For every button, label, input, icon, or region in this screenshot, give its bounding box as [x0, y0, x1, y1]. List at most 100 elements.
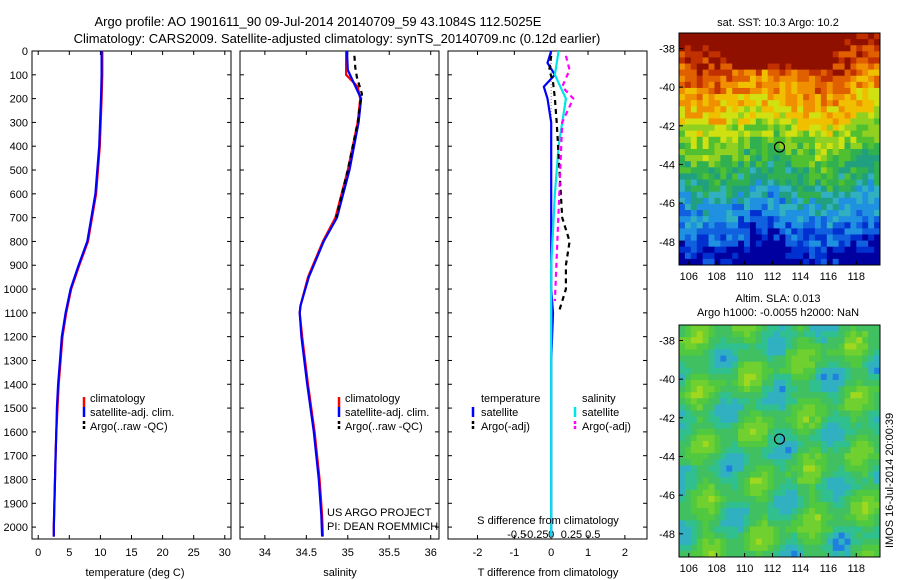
map-cell: [761, 508, 769, 515]
map-cell: [749, 246, 757, 254]
map-cell: [690, 550, 698, 558]
map-cell: [708, 142, 715, 150]
map-cell: [844, 228, 851, 235]
map-cell: [868, 544, 875, 552]
map-cell: [738, 81, 745, 89]
map-cell: [732, 373, 739, 381]
map-cell: [832, 379, 840, 387]
map-cell: [779, 416, 786, 424]
map-cell: [696, 483, 704, 491]
map-cell: [797, 136, 804, 144]
map-cell: [684, 161, 692, 168]
map-cell: [773, 495, 780, 503]
map-cell: [814, 179, 822, 187]
map-cell: [779, 526, 786, 534]
map-cell: [684, 179, 692, 187]
map-cell: [785, 179, 792, 187]
map-cell: [702, 161, 710, 168]
map-cell: [850, 216, 857, 223]
map-cell: [684, 185, 692, 193]
map-cell: [702, 94, 710, 101]
map-cell: [862, 343, 869, 350]
map-cell: [779, 508, 786, 515]
map-cell: [814, 453, 822, 460]
map-cell: [820, 191, 828, 199]
map-cell: [868, 252, 875, 260]
map-cell: [785, 386, 792, 393]
map-cell: [738, 136, 745, 144]
map-cell: [702, 520, 710, 527]
map-cell: [820, 544, 828, 552]
map-cell: [726, 87, 733, 95]
map-cell: [755, 94, 763, 101]
map-cell: [838, 386, 846, 393]
map-cell: [850, 161, 857, 168]
map-cell: [814, 51, 822, 58]
map-cell: [814, 246, 822, 254]
map-cell: [732, 203, 739, 211]
map-cell: [803, 544, 810, 552]
map-cell: [749, 124, 757, 132]
map-cell: [761, 441, 769, 448]
map-cell: [755, 514, 763, 521]
legend-s-argo: Argo(-adj): [582, 421, 631, 433]
map-cell: [761, 434, 769, 442]
map-cell: [868, 216, 875, 223]
map-cell: [791, 416, 798, 424]
map-cell: [826, 216, 834, 223]
map-cell: [684, 203, 692, 211]
map-cell: [791, 459, 798, 466]
map-cell: [809, 142, 816, 150]
map-cell: [708, 94, 715, 101]
map-cell: [755, 216, 763, 223]
map-cell: [720, 246, 727, 254]
map-cell: [679, 179, 686, 187]
map-cell: [832, 39, 840, 46]
map-cell: [874, 106, 881, 113]
map-cell: [732, 142, 739, 150]
map-cell: [803, 210, 810, 217]
map-cell: [744, 477, 751, 485]
map-cell: [732, 392, 739, 399]
map-cell: [702, 416, 710, 424]
map-cell: [702, 483, 710, 491]
map-cell: [874, 453, 881, 460]
map-cell: [726, 410, 733, 418]
top-tick-label: -0.5: [507, 529, 526, 541]
map-cell: [720, 434, 727, 442]
map-cell: [820, 398, 828, 405]
map-cell: [803, 161, 810, 168]
map-cell: [755, 222, 763, 229]
map-cell: [862, 367, 869, 375]
map-cell: [862, 228, 869, 235]
map-cell: [838, 161, 846, 168]
map-cell: [779, 161, 786, 168]
map-cell: [744, 258, 751, 266]
map-cell: [702, 465, 710, 473]
map-cell: [726, 240, 733, 248]
map-cell: [874, 33, 881, 40]
map-cell: [714, 544, 721, 552]
map-cell: [874, 514, 881, 521]
map-cell: [826, 124, 834, 132]
map-cell: [826, 355, 834, 363]
map-cell: [809, 392, 816, 399]
map-cell: [832, 149, 840, 156]
map-cell: [773, 550, 780, 558]
map-cell: [749, 422, 757, 430]
map-cell: [720, 532, 727, 540]
map-cell: [820, 173, 828, 181]
map-cell: [803, 441, 810, 448]
map-cell: [744, 355, 751, 363]
map-cell: [690, 57, 698, 65]
map-cell: [832, 410, 840, 418]
map-cell: [862, 45, 869, 52]
y-tick-label: 800: [10, 236, 28, 248]
map-cell: [761, 514, 769, 521]
map-cell: [696, 136, 704, 144]
map-cell: [803, 398, 810, 405]
map-cell: [791, 185, 798, 193]
map-cell: [850, 465, 857, 473]
map-cell: [714, 459, 721, 466]
